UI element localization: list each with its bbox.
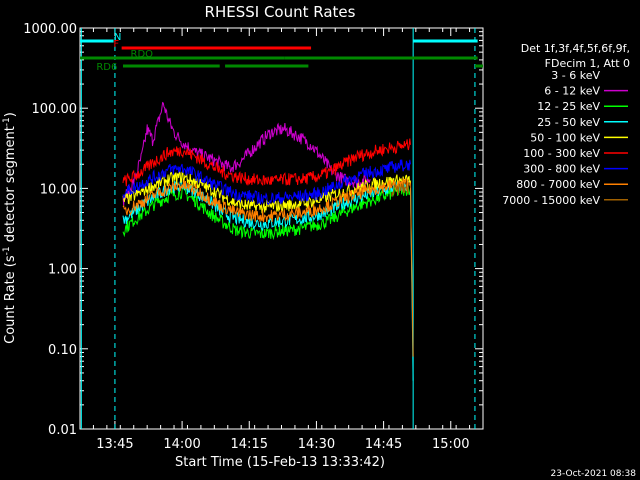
series-line: [122, 138, 411, 187]
legend-entry-label: 6 - 12 keV: [544, 85, 600, 98]
y-tick-label: 1000.00: [23, 22, 77, 37]
series-line: [122, 178, 414, 381]
flag-bar-label: F: [113, 39, 119, 50]
footer-date: 23-Oct-2021 08:38: [551, 469, 637, 479]
legend-header: FDecim 1, Att 0: [545, 57, 630, 70]
time-markers: [80, 28, 476, 429]
legend-entry-label: 3 - 6 keV: [551, 69, 600, 82]
series-line: [122, 101, 371, 206]
y-tick-label: 10.00: [40, 182, 77, 197]
series-line: [391, 181, 411, 197]
x-tick-labels: 13:45 14:00 14:15 14:30 14:45 15:00: [96, 437, 469, 452]
y-tick-label: 0.01: [48, 423, 77, 438]
legend-entry-label: 12 - 25 keV: [537, 100, 600, 113]
y-tick-label: 100.00: [32, 102, 78, 117]
axis-ticks: [79, 27, 483, 430]
flag-bar-label: N: [114, 32, 121, 43]
legend-entry-label: 100 - 300 keV: [523, 147, 600, 160]
y-tick-label: 0.10: [48, 343, 77, 358]
flag-bar-label: RD6: [96, 62, 117, 73]
legend-entry-label: 50 - 100 keV: [530, 131, 600, 144]
legend-entry-label: 25 - 50 keV: [537, 116, 600, 129]
x-tick-label: 15:00: [432, 437, 469, 452]
x-tick-label: 13:45: [96, 437, 133, 452]
y-axis-label: Count Rate (s-1 detector segment-1): [2, 112, 18, 344]
legend: Det 1f,3f,4f,5f,6f,9f, FDecim 1, Att 03 -…: [502, 42, 630, 207]
series-lines: [122, 101, 414, 381]
series-line: [122, 177, 414, 357]
x-tick-label: 14:15: [231, 437, 268, 452]
x-tick-label: 14:00: [163, 437, 200, 452]
legend-header: Det 1f,3f,4f,5f,6f,9f,: [521, 42, 630, 55]
x-tick-label: 14:45: [365, 437, 402, 452]
legend-entry-label: 7000 - 15000 keV: [502, 194, 600, 207]
y-tick-label: 1.00: [48, 263, 77, 278]
flag-bars: NF RDO RD6: [80, 32, 483, 73]
x-tick-label: 14:30: [298, 437, 335, 452]
legend-entry-label: 300 - 800 keV: [523, 163, 600, 176]
plot-frame: [79, 27, 484, 430]
chart-title: RHESSI Count Rates: [205, 3, 356, 21]
y-tick-labels: 1000.00 100.00 10.00 1.00 0.10 0.01: [23, 22, 77, 438]
flag-bar-label: RDO: [131, 49, 154, 60]
legend-entry-label: 800 - 7000 keV: [516, 178, 600, 191]
x-axis-label: Start Time (15-Feb-13 13:33:42): [175, 455, 385, 470]
series-line: [122, 159, 411, 206]
